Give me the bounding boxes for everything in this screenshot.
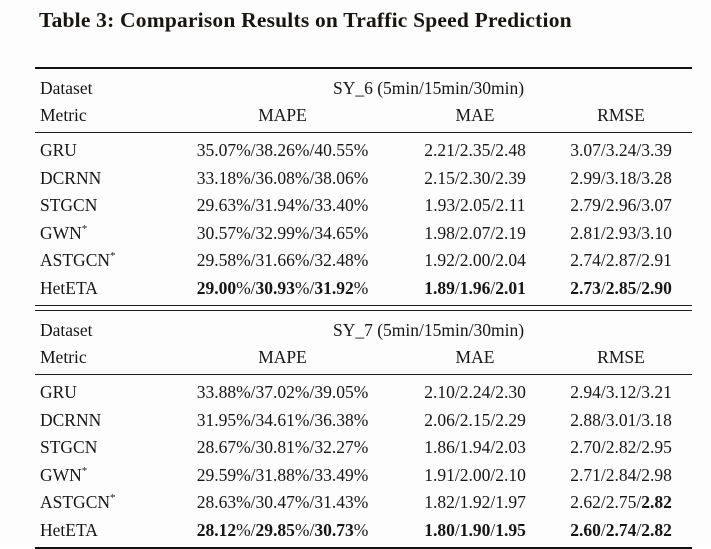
- asterisk-marker: *: [81, 464, 88, 477]
- table-row: STGCN 29.63%/31.94%/33.40% 1.93/2.05/2.11 2…: [35, 192, 692, 220]
- cell-mae: 1.98/2.07/2.19: [424, 222, 526, 243]
- cell-rmse: 2.74/2.87/2.91: [570, 250, 672, 271]
- column-header-rmse: RMSE: [597, 347, 645, 367]
- cell-rmse: 2.94/3.12/3.21: [570, 382, 672, 403]
- cell-mae: 2.15/2.30/2.39: [424, 167, 526, 188]
- cell-mae: 2.21/2.35/2.48: [424, 140, 526, 161]
- column-header-mae: MAE: [455, 105, 495, 125]
- cell-mae: 1.91/2.00/2.10: [424, 464, 526, 485]
- cell-mape: 33.18%/36.08%/38.06%: [196, 167, 369, 188]
- cell-mae: 1.86/1.94/2.03: [424, 437, 526, 458]
- cell-mae: 2.06/2.15/2.29: [424, 409, 526, 430]
- cell-rmse: 2.99/3.18/3.28: [570, 167, 672, 188]
- cell-mape: 29.58%/31.66%/32.48%: [196, 250, 369, 271]
- cell-rmse: 2.60/2.74/2.82: [570, 519, 672, 540]
- table-block-sy6: Dataset SY_6 (5min/15min/30min) Metric M…: [35, 69, 692, 305]
- table-row: GWN* 29.59%/31.88%/33.49% 1.91/2.00/2.10 2.…: [35, 462, 692, 490]
- asterisk-marker: *: [110, 492, 116, 505]
- rule-header-separator: [35, 374, 692, 375]
- dataset-header-row: Dataset SY_7 (5min/15min/30min): [35, 317, 692, 344]
- model-name: GRU: [40, 382, 77, 403]
- table-row: DCRNN 31.95%/34.61%/36.38% 2.06/2.15/2.29 2…: [35, 407, 692, 435]
- rule-block-separator: [35, 305, 692, 311]
- model-name: GWN*: [40, 222, 88, 243]
- cell-mape: 28.12%/29.85%/30.73%: [196, 519, 369, 540]
- cell-mape: 33.88%/37.02%/39.05%: [196, 382, 369, 403]
- asterisk-marker: *: [81, 222, 88, 235]
- column-header-mape: MAPE: [258, 105, 307, 125]
- table-row: HetETA 29.00%/30.93%/31.92% 1.89/1.96/2.01…: [35, 275, 692, 303]
- asterisk-marker: *: [110, 250, 116, 263]
- rule-header-separator: [35, 132, 692, 133]
- dataset-header-row: Dataset SY_6 (5min/15min/30min): [35, 75, 692, 102]
- table-row: GRU 35.07%/38.26%/40.55% 2.21/2.35/2.48 3.0…: [35, 137, 692, 165]
- cell-mape: 29.63%/31.94%/33.40%: [196, 195, 369, 216]
- dataset-label: Dataset: [40, 78, 93, 98]
- cell-rmse: 2.73/2.85/2.90: [570, 277, 672, 298]
- model-name: HetETA: [40, 519, 98, 540]
- table-row: DCRNN 33.18%/36.08%/38.06% 2.15/2.30/2.39 2…: [35, 165, 692, 193]
- metric-header-row: Metric MAPE MAE RMSE: [35, 344, 692, 371]
- model-name: DCRNN: [40, 409, 102, 430]
- table-body-sy6: GRU 35.07%/38.26%/40.55% 2.21/2.35/2.48 3.0…: [35, 135, 692, 305]
- model-name: DCRNN: [40, 167, 102, 188]
- cell-mape: 28.63%/30.47%/31.43%: [196, 492, 369, 513]
- table-caption: Table 3: Comparison Results on Traffic S…: [39, 8, 572, 32]
- dataset-value: SY_6 (5min/15min/30min): [332, 78, 525, 98]
- cell-mae: 1.89/1.96/2.01: [424, 277, 526, 298]
- table-row: GRU 33.88%/37.02%/39.05% 2.10/2.24/2.30 2.9…: [35, 379, 692, 407]
- cell-mae: 2.10/2.24/2.30: [424, 382, 526, 403]
- metric-label: Metric: [40, 347, 87, 367]
- model-name: HetETA: [40, 277, 98, 298]
- cell-mae: 1.92/2.00/2.04: [424, 250, 526, 271]
- column-header-mae: MAE: [455, 347, 495, 367]
- rule-top: [35, 67, 692, 69]
- cell-mape: 29.00%/30.93%/31.92%: [196, 277, 369, 298]
- table-body-sy7: GRU 33.88%/37.02%/39.05% 2.10/2.24/2.30 2.9…: [35, 377, 692, 547]
- cell-rmse: 3.07/3.24/3.39: [570, 140, 672, 161]
- table-row: STGCN 28.67%/30.81%/32.27% 1.86/1.94/2.03 2…: [35, 434, 692, 462]
- metric-header-row: Metric MAPE MAE RMSE: [35, 102, 692, 129]
- cell-mape: 35.07%/38.26%/40.55%: [196, 140, 369, 161]
- dataset-value: SY_7 (5min/15min/30min): [332, 320, 525, 340]
- cell-rmse: 2.79/2.96/3.07: [570, 195, 672, 216]
- table-row: GWN* 30.57%/32.99%/34.65% 1.98/2.07/2.19 2.…: [35, 220, 692, 248]
- cell-mae: 1.82/1.92/1.97: [424, 492, 526, 513]
- comparison-table: Dataset SY_6 (5min/15min/30min) Metric M…: [35, 67, 692, 549]
- metric-label: Metric: [40, 105, 87, 125]
- cell-mae: 1.80/1.90/1.95: [424, 519, 526, 540]
- cell-rmse: 2.88/3.01/3.18: [570, 409, 672, 430]
- cell-mae: 1.93/2.05/2.11: [424, 195, 526, 216]
- dataset-label: Dataset: [40, 320, 93, 340]
- table-block-sy7: Dataset SY_7 (5min/15min/30min) Metric M…: [35, 311, 692, 547]
- model-name: STGCN: [40, 437, 98, 458]
- model-name: STGCN: [40, 195, 98, 216]
- table-row: ASTGCN* 28.63%/30.47%/31.43% 1.82/1.92/1.9…: [35, 489, 692, 517]
- model-name: GRU: [40, 140, 77, 161]
- cell-rmse: 2.62/2.75/2.82: [570, 492, 672, 513]
- cell-rmse: 2.70/2.82/2.95: [570, 437, 672, 458]
- cell-rmse: 2.71/2.84/2.98: [570, 464, 672, 485]
- model-name: ASTGCN*: [40, 492, 116, 513]
- cell-mape: 30.57%/32.99%/34.65%: [196, 222, 369, 243]
- cell-mape: 29.59%/31.88%/33.49%: [196, 464, 369, 485]
- column-header-rmse: RMSE: [597, 105, 645, 125]
- model-name: ASTGCN*: [40, 250, 116, 271]
- column-header-mape: MAPE: [258, 347, 307, 367]
- cell-mape: 31.95%/34.61%/36.38%: [196, 409, 369, 430]
- table-row: ASTGCN* 29.58%/31.66%/32.48% 1.92/2.00/2.0…: [35, 247, 692, 275]
- table-row: HetETA 28.12%/29.85%/30.73% 1.80/1.90/1.95…: [35, 517, 692, 545]
- cell-mape: 28.67%/30.81%/32.27%: [196, 437, 369, 458]
- model-name: GWN*: [40, 464, 88, 485]
- cell-rmse: 2.81/2.93/3.10: [570, 222, 672, 243]
